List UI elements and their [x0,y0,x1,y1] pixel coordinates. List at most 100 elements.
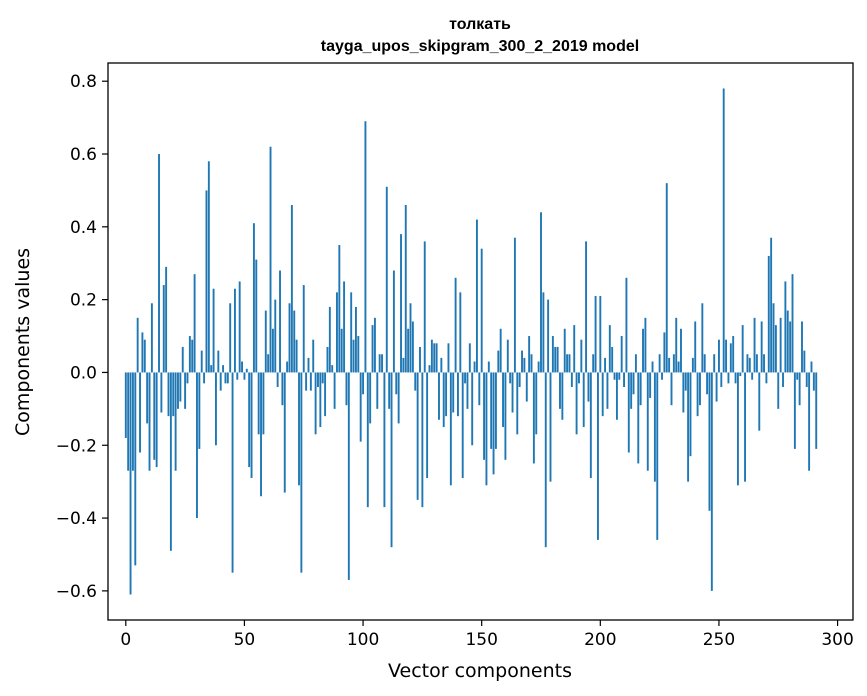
bar [442,372,445,428]
bar [625,277,628,373]
bar [174,372,177,471]
bar [689,372,692,457]
bar [739,372,742,377]
bar [131,372,134,471]
bar [411,321,414,373]
y-tick-label: 0.6 [70,145,97,165]
bar [397,372,400,424]
bar [419,346,421,373]
bar [143,339,146,373]
bar [637,372,640,464]
bar [563,328,566,373]
bar [767,255,770,373]
bar [219,372,222,391]
bar [561,372,564,420]
bar [608,325,611,373]
bar [789,321,792,373]
bar [146,372,149,424]
bar [772,303,775,373]
bar [440,357,443,373]
bar [722,88,725,373]
bar [423,241,426,373]
bar [580,339,583,373]
x-tick-label: 150 [465,630,497,650]
bar [383,372,386,508]
bar [592,354,595,373]
bar [663,332,666,373]
bar [748,357,751,373]
bar [404,204,407,373]
bar [252,223,255,373]
bar [449,372,452,486]
bar [359,372,362,442]
bar [362,372,365,395]
bar [373,317,376,373]
bar [371,325,374,373]
bar [639,372,642,406]
bar [677,361,680,373]
x-tick-label: 200 [584,630,616,650]
bar [409,303,412,373]
bar [468,343,471,373]
bar [245,368,248,373]
chart-title: толкать [449,16,511,33]
bar [793,372,796,449]
bar [293,310,296,373]
bar [706,372,709,395]
bar [466,372,469,409]
bar [328,306,331,373]
bar [388,372,391,409]
bar [364,121,367,373]
bar [305,372,308,391]
bar [554,346,557,373]
bar [525,372,528,402]
bar [260,372,262,497]
y-tick-label: 0.4 [70,218,97,238]
bar [231,372,234,573]
y-axis-label: Components values [12,248,34,436]
bar [155,372,158,468]
bar [172,372,175,417]
bar [288,303,291,373]
bar [186,372,189,384]
bar [433,343,436,373]
bar [502,372,504,428]
bar [684,372,687,391]
bar [651,361,654,373]
bar [276,372,279,387]
bar [544,372,547,548]
bar [141,332,144,373]
bar [751,372,754,380]
bar [127,372,130,471]
bar [475,219,478,373]
bar [615,372,618,420]
bar [483,372,486,460]
bar [307,357,310,373]
bar [255,259,258,373]
bar [568,354,571,373]
bar [506,339,509,373]
bar [188,336,191,373]
bar [620,336,623,373]
bar [786,310,789,373]
bar [298,372,300,486]
bar [314,372,317,435]
bar [494,372,497,449]
bar [594,295,597,373]
bar [336,292,338,373]
bar [675,317,678,373]
bar [350,292,353,373]
bar [782,372,784,387]
bar [224,372,227,384]
bar [300,372,303,573]
bar [345,372,348,406]
bar [177,372,179,409]
bar [217,350,220,373]
bar [236,372,239,380]
bar [578,372,580,384]
bar [129,372,132,595]
bar [212,288,215,373]
bar [390,372,393,548]
bar [694,321,697,373]
x-tick-label: 300 [821,630,853,650]
